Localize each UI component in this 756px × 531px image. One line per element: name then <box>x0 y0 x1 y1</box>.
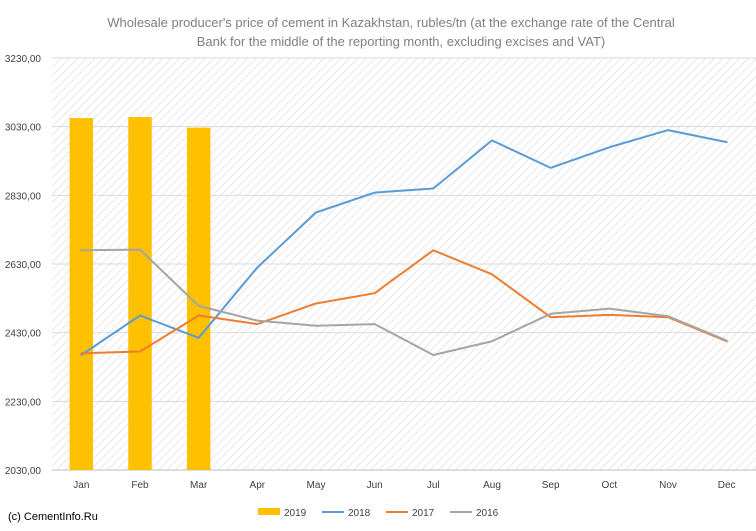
legend: 2019 2018 2017 2016 <box>258 508 499 519</box>
line-series <box>80 129 728 356</box>
x-tick-label: Jul <box>427 480 440 491</box>
y-tick-label: 3230,00 <box>5 54 42 65</box>
legend-label-2019: 2019 <box>284 508 307 519</box>
x-tick-label: May <box>307 480 326 491</box>
chart-title-line-2: Bank for the middle of the reporting mon… <box>197 34 606 49</box>
x-tick-label: Nov <box>659 480 677 491</box>
x-tick-label: Jan <box>73 480 89 491</box>
source-label: (c) CementInfo.Ru <box>8 511 98 523</box>
bar-2019-jan <box>69 118 94 470</box>
bar-2019-mar <box>186 127 211 471</box>
legend-label-2018: 2018 <box>348 508 371 519</box>
bar-series <box>69 117 211 471</box>
line-series-2018 <box>80 129 728 356</box>
y-tick-label: 2430,00 <box>5 329 42 340</box>
y-tick-label: 3030,00 <box>5 123 42 134</box>
y-tick-label: 2830,00 <box>5 191 42 202</box>
legend-label-2017: 2017 <box>412 508 435 519</box>
y-tick-label: 2030,00 <box>5 466 42 477</box>
x-tick-label: Dec <box>718 480 736 491</box>
x-tick-label: Jun <box>367 480 383 491</box>
x-axis-ticks: Jan Feb Mar Apr May Jun Jul Aug Sep Oct Nov Dec <box>73 480 735 491</box>
x-tick-label: Apr <box>250 480 266 491</box>
legend-label-2016: 2016 <box>476 508 499 519</box>
x-tick-label: Mar <box>190 480 208 491</box>
x-tick-label: Sep <box>542 480 560 491</box>
y-tick-label: 2630,00 <box>5 260 42 271</box>
line-series-2017 <box>80 249 728 355</box>
legend-swatch-2019 <box>258 508 280 515</box>
y-axis-ticks: 2030,00 2230,00 2430,00 2630,00 2830,00 3030,… <box>5 54 42 477</box>
bar-2019-feb <box>128 117 152 470</box>
line-series-2016 <box>80 248 728 356</box>
x-tick-label: Oct <box>602 480 618 491</box>
chart-title-line-1: Wholesale producer's price of cement in … <box>107 15 675 30</box>
x-tick-label: Feb <box>131 480 149 491</box>
x-tick-label: Aug <box>483 480 501 491</box>
y-tick-label: 2230,00 <box>5 397 42 408</box>
